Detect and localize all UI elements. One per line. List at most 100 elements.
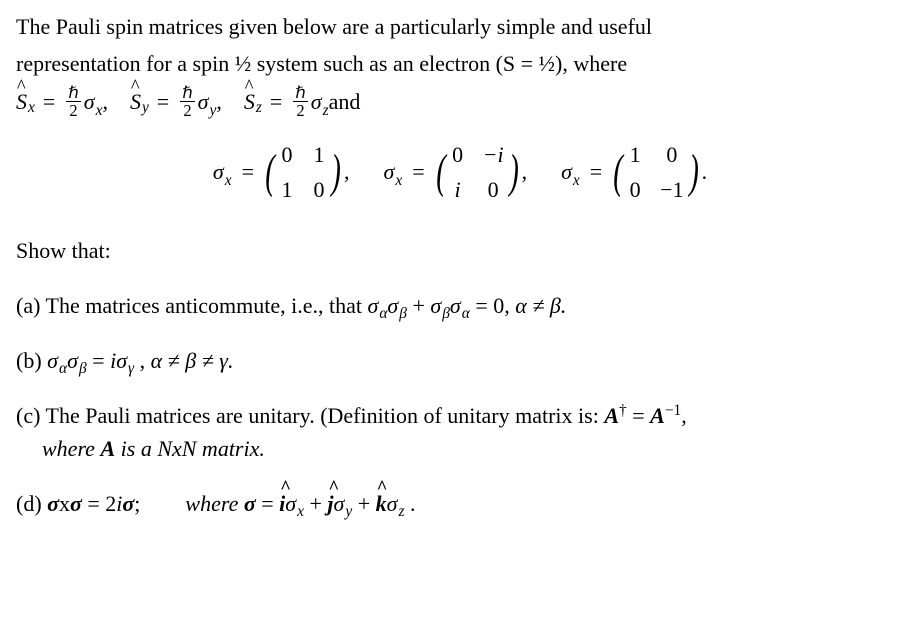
part-b-label: (b) [16, 348, 47, 373]
eq-sign: = [412, 155, 424, 188]
eq-sign: = [157, 85, 169, 118]
sy-hat: S [130, 85, 141, 118]
i-sigma-gamma: iσγ [110, 348, 134, 373]
plus: + [358, 491, 376, 516]
sigma-cross-sigma: σ [47, 491, 59, 516]
rparen-icon: ) [689, 150, 699, 193]
matrix-paren: ( 0 −i i 0 ) [433, 138, 522, 206]
eq-sign: = [590, 155, 602, 188]
inverse: −1 [665, 402, 681, 419]
matrix-paren: ( 0 1 1 0 ) [262, 138, 344, 206]
lparen-icon: ( [265, 150, 275, 193]
part-d: (d) σxσ = 2iσ; where σ = iσx + jσy + kσz… [16, 487, 904, 520]
sigma-x: σx [84, 85, 103, 118]
sx-def: Sx = ℏ 2 σx, [16, 84, 108, 120]
jhat-sigma-y: jσy [327, 491, 352, 516]
cond: α ≠ β. [515, 293, 566, 318]
x-sym: x [59, 491, 70, 516]
hbar: ℏ [293, 84, 307, 102]
two: 2 [181, 102, 193, 119]
khat-sigma-z: kσz [376, 491, 405, 516]
sigma-z: σz [311, 85, 329, 118]
rparen-icon: ) [509, 150, 519, 193]
hbar: ℏ [66, 84, 80, 102]
lparen-icon: ( [613, 150, 623, 193]
part-b: (b) σασβ = iσγ , α ≠ β ≠ γ. [16, 344, 904, 377]
sigma-x-matrix-3: σx = ( 1 0 0 −1 ) . [561, 138, 707, 206]
eq-sign: = [632, 403, 650, 428]
eq-sign: = [270, 85, 282, 118]
m11: 1 [628, 138, 642, 171]
part-c: (c) The Pauli matrices are unitary. (Def… [16, 399, 904, 465]
period: . [702, 155, 708, 188]
comma: , [522, 155, 528, 188]
rest: is a NxN matrix. [115, 436, 265, 461]
m12: 1 [312, 138, 326, 171]
eq-sign: = [92, 348, 110, 373]
sigma-alpha: σα [450, 293, 470, 318]
sigma-sym: σx [213, 155, 232, 188]
cond: α ≠ β ≠ γ. [151, 348, 234, 373]
pauli-matrices-row: σx = ( 0 1 1 0 ) , σx = ( 0 −i i 0 ) , [16, 138, 904, 206]
comma: , [681, 403, 687, 428]
m22: 0 [312, 173, 326, 206]
matrix-body: 1 0 0 −1 [628, 138, 683, 206]
a-sym: A [100, 436, 115, 461]
sigma-alpha: σα [47, 348, 67, 373]
sigma-alpha: σα [367, 293, 387, 318]
sigma-x-matrix-2: σx = ( 0 −i i 0 ) , [384, 138, 528, 206]
sz-def: Sz = ℏ 2 σz and [244, 84, 361, 120]
m22: −1 [660, 173, 683, 206]
eq-2i: = 2 [87, 491, 116, 516]
spin-operator-definitions: Sx = ℏ 2 σx, Sy = ℏ 2 σy, Sz = ℏ 2 σz an… [16, 84, 904, 120]
a-dagger: A [604, 403, 619, 428]
sz-sub: z [256, 96, 262, 119]
sigma-sym: σx [384, 155, 403, 188]
sz-hat: S [244, 85, 255, 118]
sigma-vec: σ [244, 491, 256, 516]
matrix-paren: ( 1 0 0 −1 ) [610, 138, 701, 206]
eq-sign: = [43, 85, 55, 118]
part-d-label: (d) [16, 491, 47, 516]
m21: 0 [628, 173, 642, 206]
two: 2 [294, 102, 306, 119]
hbar-over-2: ℏ 2 [180, 84, 194, 120]
m21: 1 [280, 173, 294, 206]
part-c-line1: (c) The Pauli matrices are unitary. (Def… [16, 399, 904, 432]
sigma-bold: σ [122, 491, 134, 516]
dagger: † [619, 402, 627, 419]
sx-sub: x [28, 96, 35, 119]
matrix-body: 0 −i i 0 [451, 138, 504, 206]
eq-sign: = [261, 491, 279, 516]
part-c-line2: where A is a NxN matrix. [42, 432, 904, 465]
intro-line-1: The Pauli spin matrices given below are … [16, 10, 904, 43]
sy-def: Sy = ℏ 2 σy, [130, 84, 222, 120]
eq-zero: = 0, [475, 293, 509, 318]
plus: + [309, 491, 327, 516]
two: 2 [67, 102, 79, 119]
sigma-beta: σβ [67, 348, 87, 373]
comma: , [216, 85, 222, 118]
show-that: Show that: [16, 234, 904, 267]
plus: + [412, 293, 430, 318]
sigma-y: σy [198, 85, 217, 118]
sigma-x-matrix-1: σx = ( 0 1 1 0 ) , [213, 138, 350, 206]
intro-line-2: representation for a spin ½ system such … [16, 47, 904, 80]
eq-sign: = [242, 155, 254, 188]
where-word: where [185, 491, 243, 516]
where: where [42, 436, 100, 461]
semicolon: ; [134, 491, 140, 516]
and-word: and [329, 85, 361, 118]
sx-hat: S [16, 85, 27, 118]
sigma-beta: σβ [387, 293, 407, 318]
m11: 0 [451, 138, 465, 171]
comma: , [102, 85, 108, 118]
comma: , [344, 155, 350, 188]
m21: i [451, 173, 465, 206]
hbar-over-2: ℏ 2 [293, 84, 307, 120]
sigma-beta: σβ [430, 293, 450, 318]
m12: −i [483, 138, 504, 171]
m12: 0 [660, 138, 683, 171]
part-c-text: (c) The Pauli matrices are unitary. (Def… [16, 403, 604, 428]
part-a: (a) The matrices anticommute, i.e., that… [16, 289, 904, 322]
